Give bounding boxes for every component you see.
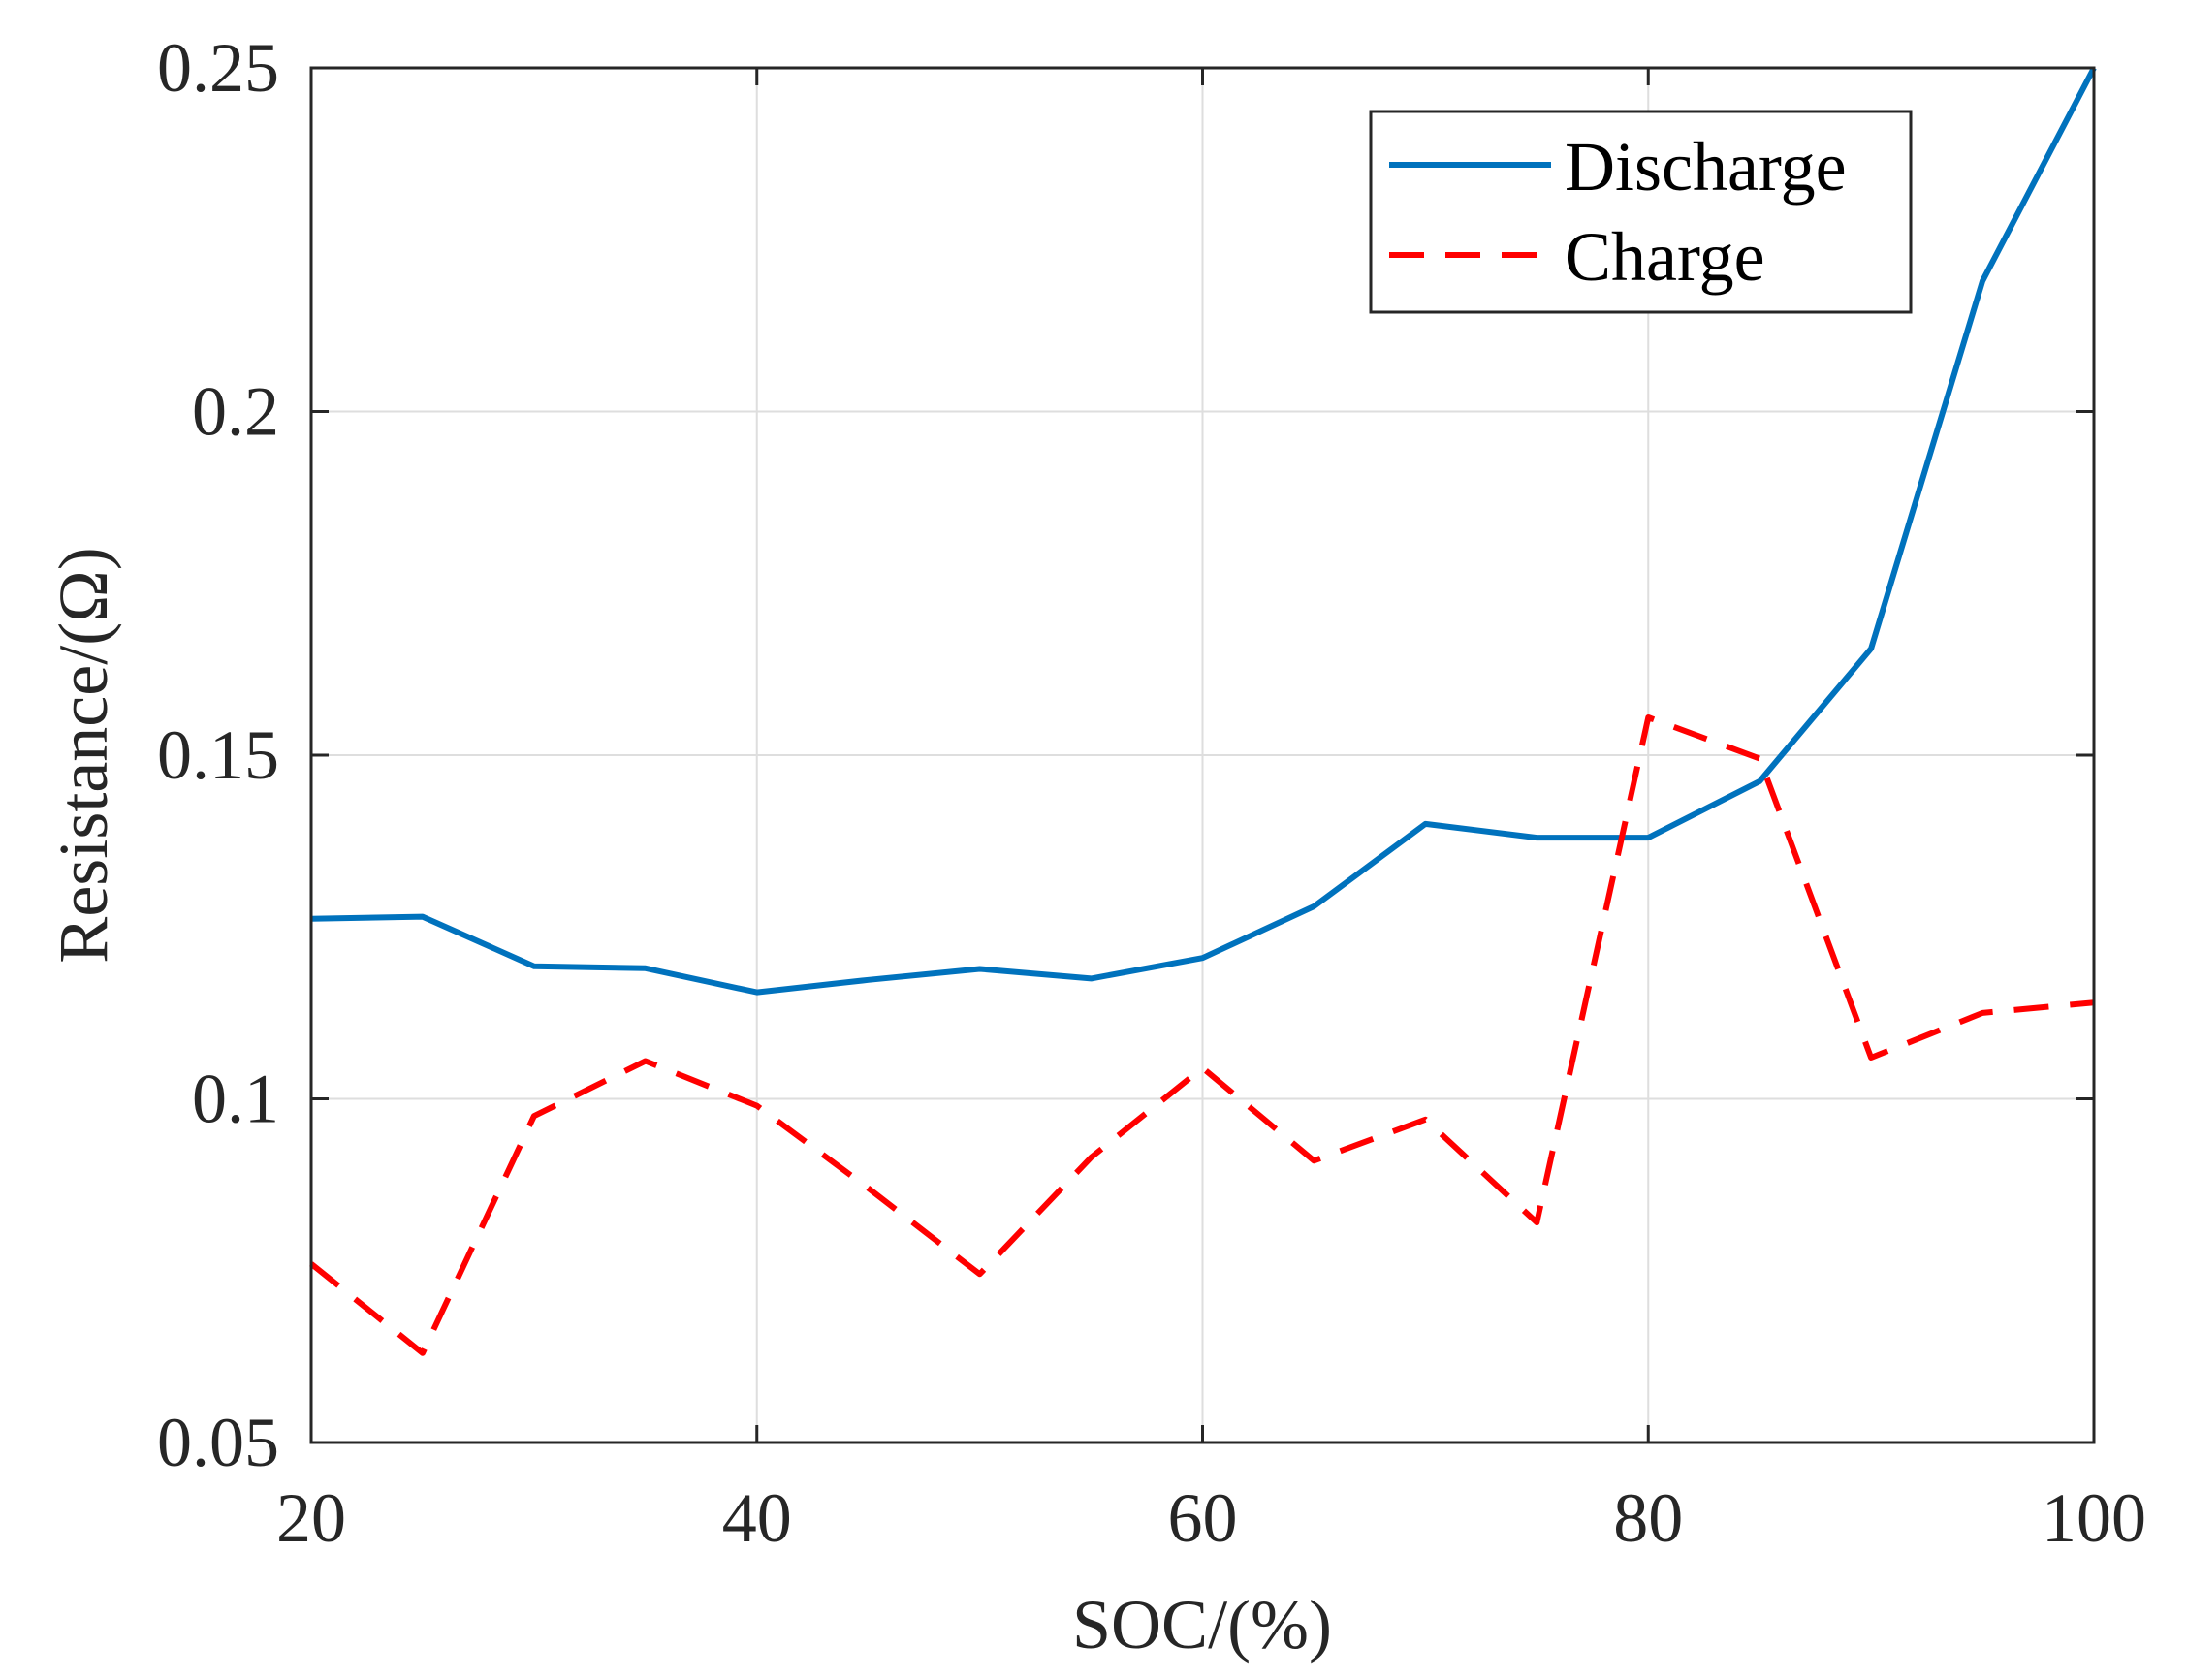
x-tick-label: 20 — [276, 1479, 346, 1557]
tick-labels: 20 40 60 80 100 0.05 0.1 0.15 0.2 0.25 — [157, 29, 2146, 1557]
series-line-charge — [309, 714, 2095, 1356]
legend-label-charge: Charge — [1565, 218, 1765, 296]
legend: Discharge Charge — [1369, 110, 1913, 314]
x-tick-label: 80 — [1613, 1479, 1683, 1557]
series-line-discharge — [310, 66, 2097, 996]
legend-box — [1369, 110, 1913, 314]
y-tick-label: 0.2 — [192, 373, 279, 451]
y-tick-label: 0.25 — [157, 29, 279, 107]
y-axis-title: Resistance/(Ω) — [45, 547, 122, 963]
series-layer — [309, 66, 2097, 1356]
y-tick-label: 0.05 — [157, 1404, 279, 1481]
x-axis-title: SOC/(%) — [1072, 1586, 1332, 1664]
legend-label-discharge: Discharge — [1565, 128, 1847, 206]
y-tick-label: 0.1 — [192, 1061, 279, 1138]
x-tick-label: 100 — [2042, 1479, 2146, 1557]
y-tick-label: 0.15 — [157, 716, 279, 794]
grid — [311, 68, 2094, 1442]
axis-ticks — [309, 66, 2096, 1444]
x-tick-label: 40 — [722, 1479, 792, 1557]
x-tick-label: 60 — [1168, 1479, 1238, 1557]
